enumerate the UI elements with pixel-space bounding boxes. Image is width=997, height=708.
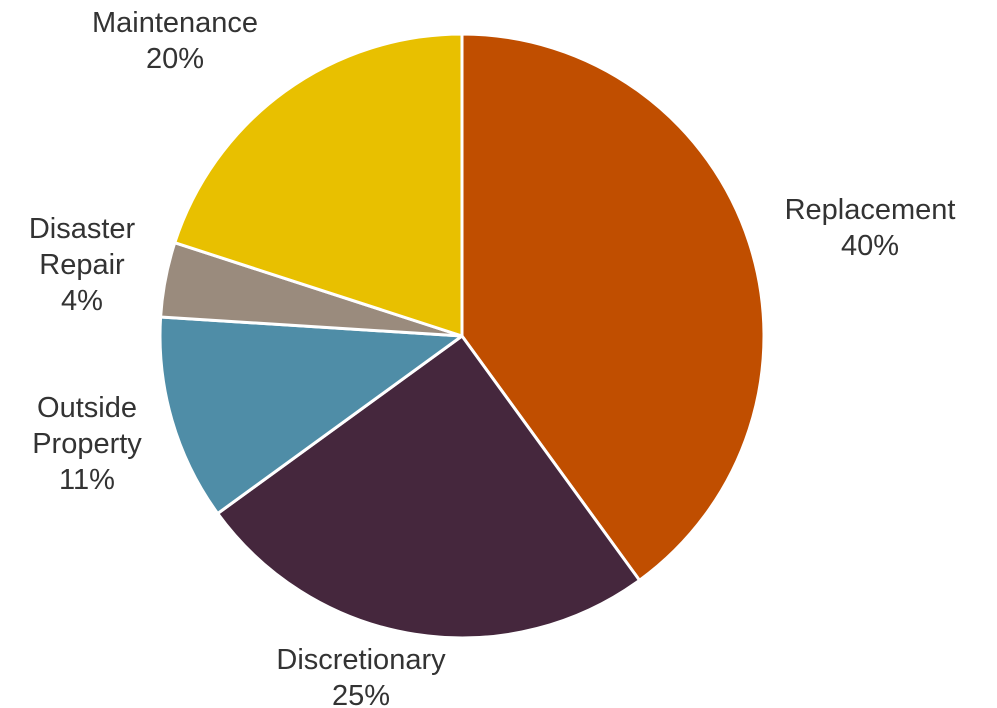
slice-name-line: Repair xyxy=(39,249,125,281)
pie-slices xyxy=(158,32,766,640)
pie-slice-discretionary xyxy=(216,334,642,640)
slice-label-disaster-repair: Disaster Repair 4% xyxy=(29,213,136,317)
slice-percent: 11% xyxy=(59,464,115,496)
pie-slice-outside-property xyxy=(158,315,464,516)
slice-percent: 40% xyxy=(841,230,899,262)
slice-label-discretionary: Discretionary 25% xyxy=(276,644,446,708)
slice-name-line: Maintenance xyxy=(92,7,258,39)
slice-name-line: Outside xyxy=(37,392,137,424)
pie-slice-maintenance xyxy=(173,32,464,338)
pie-slice-replacement xyxy=(460,32,766,582)
slice-label-replacement: Replacement 40% xyxy=(785,194,956,262)
slice-label-maintenance: Maintenance 20% xyxy=(92,7,258,75)
slice-name-line: Property xyxy=(32,428,142,460)
slice-label-outside-property: Outside Property 11% xyxy=(32,392,142,496)
slice-percent: 4% xyxy=(61,285,103,317)
slice-percent: 25% xyxy=(332,680,390,708)
pie-labels: Replacement 40% Discretionary 25% Outside Pro… xyxy=(29,7,956,708)
slice-percent: 20% xyxy=(146,43,204,75)
slice-name-line: Replacement xyxy=(785,194,956,226)
slice-name-line: Discretionary xyxy=(276,644,446,676)
slice-name-line: Disaster xyxy=(29,213,136,245)
